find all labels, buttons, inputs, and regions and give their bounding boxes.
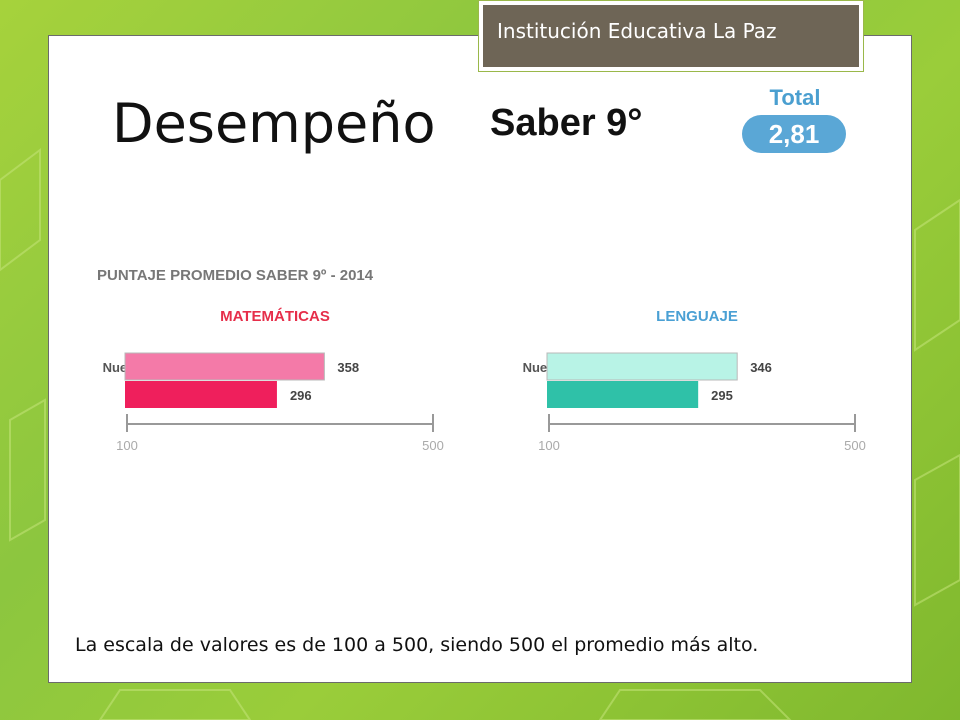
page-subtitle: Saber 9° <box>490 102 643 144</box>
chart-subtitle: MATEMÁTICAS <box>220 308 330 325</box>
tick-label: 500 <box>844 438 866 453</box>
header-tab: Institución Educativa La Paz <box>478 0 864 72</box>
page-title: Desempeño <box>112 92 436 155</box>
bar <box>125 381 277 408</box>
tick-label: 500 <box>422 438 444 453</box>
charts-area: MATEMÁTICASNuestro Colegio358Colombia296… <box>103 308 866 453</box>
total-value: 2,81 <box>742 115 846 153</box>
total-label: Total <box>769 85 821 110</box>
bar <box>546 352 738 381</box>
tick-label: 100 <box>538 438 560 453</box>
value-label: 295 <box>711 388 733 403</box>
bar <box>124 352 325 381</box>
value-label: 296 <box>290 388 312 403</box>
value-label: 358 <box>337 360 359 375</box>
institution-name: Institución Educativa La Paz <box>483 5 859 67</box>
footer-note: La escala de valores es de 100 a 500, si… <box>75 634 759 656</box>
chart-subtitle: LENGUAJE <box>656 308 738 325</box>
bar <box>547 381 699 408</box>
chart-title: PUNTAJE PROMEDIO SABER 9º - 2014 <box>97 267 374 284</box>
tick-label: 100 <box>116 438 138 453</box>
value-label: 346 <box>750 360 772 375</box>
total-badge: Total 2,81 <box>742 85 848 155</box>
